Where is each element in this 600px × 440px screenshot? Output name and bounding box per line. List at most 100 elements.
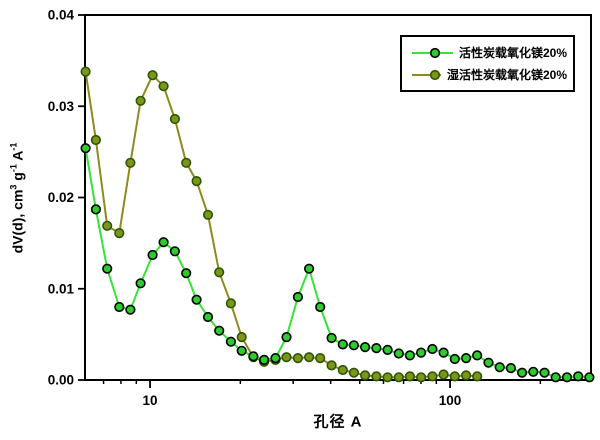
y-axis-title-sup-1: -1 xyxy=(8,164,19,173)
legend-item-wet-activated-carbon-mgo: 湿活性炭载氧化镁20% xyxy=(410,66,567,83)
legend: 活性炭载氧化镁20% 湿活性炭载氧化镁20% xyxy=(400,35,575,92)
data-point xyxy=(202,209,214,220)
data-point xyxy=(135,278,146,289)
data-point xyxy=(90,204,101,215)
data-point xyxy=(427,371,438,382)
data-point xyxy=(315,353,326,364)
y-axis-title-text: A xyxy=(9,150,26,165)
data-point xyxy=(292,291,304,303)
data-point xyxy=(102,263,113,274)
data-point xyxy=(550,372,561,383)
x-tick-label: 10 xyxy=(143,393,158,408)
data-point xyxy=(449,371,460,382)
data-point xyxy=(404,350,416,361)
legend-line-marker-icon xyxy=(412,47,453,58)
data-point xyxy=(169,113,180,125)
data-point xyxy=(584,372,595,383)
data-point xyxy=(360,342,371,353)
data-point xyxy=(404,371,416,382)
y-axis-title: dV(d), cm3 g-1 A-1 xyxy=(9,143,26,254)
data-point xyxy=(214,325,225,336)
data-point xyxy=(438,369,449,380)
data-point xyxy=(539,367,550,378)
data-point xyxy=(181,268,192,279)
data-point xyxy=(90,134,101,146)
data-point xyxy=(236,332,247,343)
data-point xyxy=(449,353,460,365)
data-point xyxy=(80,66,91,77)
data-point xyxy=(214,267,225,278)
legend-marker-icon xyxy=(429,47,441,58)
data-point xyxy=(516,367,528,378)
data-point xyxy=(80,143,91,154)
y-tick-label: 0.04 xyxy=(48,8,75,23)
data-point xyxy=(505,363,517,374)
data-point xyxy=(472,371,483,382)
data-point xyxy=(191,294,202,305)
y-tick-label: 0.01 xyxy=(48,281,75,296)
data-point xyxy=(416,372,427,383)
x-axis-title: 孔径 A xyxy=(313,413,363,431)
data-point xyxy=(561,372,573,383)
y-axis-title-sup3: 3 xyxy=(8,184,19,190)
data-point xyxy=(225,298,236,309)
data-point xyxy=(348,367,360,378)
data-point xyxy=(158,81,169,92)
data-point xyxy=(248,351,259,362)
legend-item-activated-carbon-mgo: 活性炭载氧化镁20% xyxy=(410,44,567,61)
data-point xyxy=(315,301,326,313)
data-point xyxy=(427,343,438,355)
data-point xyxy=(281,332,292,343)
data-point xyxy=(472,350,483,361)
y-axis-title-sup-1: -1 xyxy=(8,142,19,151)
legend-line-marker-icon xyxy=(412,69,441,80)
data-point xyxy=(573,371,584,382)
data-point xyxy=(371,371,382,382)
y-tick-label: 0.00 xyxy=(48,373,74,388)
data-point xyxy=(102,220,113,231)
data-point xyxy=(125,157,136,168)
data-point xyxy=(528,366,539,377)
data-point xyxy=(494,362,505,373)
data-point xyxy=(225,336,236,347)
data-point xyxy=(270,353,281,364)
data-point xyxy=(114,301,125,313)
y-tick-label: 0.03 xyxy=(48,99,75,114)
data-point xyxy=(326,332,337,344)
data-point xyxy=(158,237,169,248)
data-point xyxy=(483,357,494,368)
data-point xyxy=(281,352,292,363)
data-point xyxy=(461,370,472,381)
data-point xyxy=(382,344,393,356)
data-point xyxy=(461,353,472,364)
data-point xyxy=(337,364,348,376)
data-point xyxy=(416,347,427,358)
data-point xyxy=(169,246,180,257)
data-point xyxy=(135,95,146,106)
data-point xyxy=(304,352,315,363)
data-point xyxy=(304,263,315,274)
data-point xyxy=(292,353,304,364)
data-point xyxy=(181,157,192,168)
series-line xyxy=(84,71,478,379)
legend-marker-icon xyxy=(429,69,441,80)
data-point xyxy=(438,347,449,358)
data-point xyxy=(125,304,136,315)
data-point xyxy=(326,360,337,371)
data-point xyxy=(393,372,404,383)
data-point xyxy=(259,354,270,366)
data-point xyxy=(360,370,371,381)
x-tick-label: 100 xyxy=(439,393,462,408)
legend-label: 活性炭载氧化镁20% xyxy=(458,46,567,60)
data-point xyxy=(147,70,158,81)
data-point xyxy=(236,345,247,356)
data-point xyxy=(371,343,382,354)
data-point xyxy=(348,340,360,351)
data-point xyxy=(337,339,348,350)
data-point xyxy=(114,228,125,239)
y-tick-label: 0.02 xyxy=(48,190,74,205)
data-point xyxy=(147,249,158,261)
y-axis-title-text: dV(d), cm xyxy=(9,189,26,254)
